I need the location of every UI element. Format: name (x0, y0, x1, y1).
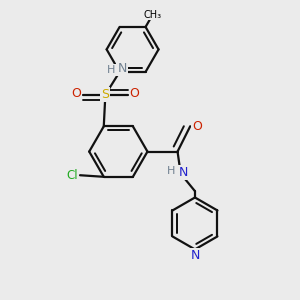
Text: N: N (118, 62, 127, 75)
Text: O: O (130, 87, 140, 100)
Text: H: H (106, 65, 115, 75)
Text: CH₃: CH₃ (144, 10, 162, 20)
Text: N: N (190, 249, 200, 262)
Text: H: H (167, 166, 176, 176)
Text: O: O (71, 87, 81, 100)
Text: N: N (178, 166, 188, 179)
Text: O: O (192, 120, 202, 133)
Text: Cl: Cl (66, 169, 78, 182)
Text: S: S (101, 88, 110, 101)
